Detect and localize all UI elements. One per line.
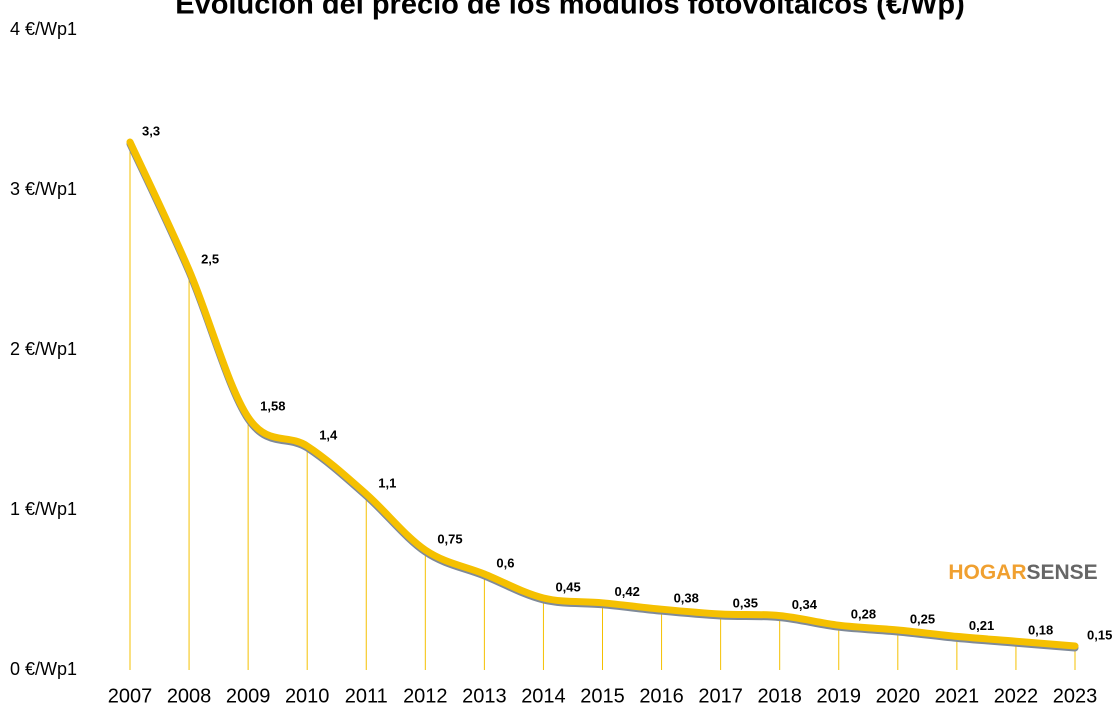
watermark-part: SENSE — [1026, 561, 1097, 584]
x-tick-label: 2014 — [521, 685, 566, 707]
x-tick-label: 2013 — [462, 685, 507, 707]
x-tick-label: 2010 — [285, 685, 330, 707]
x-tick-label: 2023 — [1053, 685, 1098, 707]
watermark: HOGARSENSE — [948, 561, 1097, 584]
x-tick-label: 2018 — [757, 685, 802, 707]
x-tick-label: 2020 — [876, 685, 921, 707]
data-label: 2,5 — [201, 251, 219, 266]
x-tick-label: 2021 — [935, 685, 980, 707]
data-label: 0,42 — [615, 584, 640, 599]
data-label: 0,21 — [969, 618, 994, 633]
data-label: 1,58 — [260, 399, 285, 414]
x-tick-label: 2007 — [108, 685, 153, 707]
data-label: 0,34 — [792, 597, 818, 612]
x-tick-label: 2011 — [345, 685, 388, 707]
data-label: 0,6 — [496, 555, 514, 570]
y-tick-label: 2 €/Wp1 — [10, 339, 77, 359]
x-tick-label: 2022 — [994, 685, 1039, 707]
data-label: 0,15 — [1087, 627, 1112, 642]
x-tick-label: 2016 — [639, 685, 684, 707]
data-label: 0,35 — [733, 595, 758, 610]
watermark-part: HOGAR — [948, 561, 1026, 584]
data-label: 0,75 — [437, 531, 462, 546]
data-label: 0,25 — [910, 611, 935, 626]
x-tick-label: 2012 — [403, 685, 448, 707]
x-tick-label: 2009 — [226, 685, 271, 707]
x-tick-label: 2008 — [167, 685, 212, 707]
x-tick-label: 2015 — [580, 685, 625, 707]
data-label: 0,18 — [1028, 623, 1053, 638]
data-label: 3,3 — [142, 123, 160, 138]
line — [126, 138, 1079, 650]
y-tick-label: 4 €/Wp1 — [10, 19, 77, 39]
x-tick-label: 2019 — [817, 685, 862, 707]
data-label: 1,1 — [378, 475, 396, 490]
y-tick-label: 0 €/Wp1 — [10, 659, 77, 679]
chart-title: Evolución del precio de los módulos foto… — [175, 0, 965, 21]
line-shadow — [126, 140, 1079, 652]
data-label: 0,45 — [555, 579, 580, 594]
data-label: 0,38 — [674, 591, 699, 606]
data-label: 0,28 — [851, 607, 876, 622]
y-tick-label: 1 €/Wp1 — [10, 499, 77, 519]
data-label: 1,4 — [319, 427, 338, 442]
y-tick-label: 3 €/Wp1 — [10, 179, 77, 199]
x-tick-label: 2017 — [698, 685, 743, 707]
